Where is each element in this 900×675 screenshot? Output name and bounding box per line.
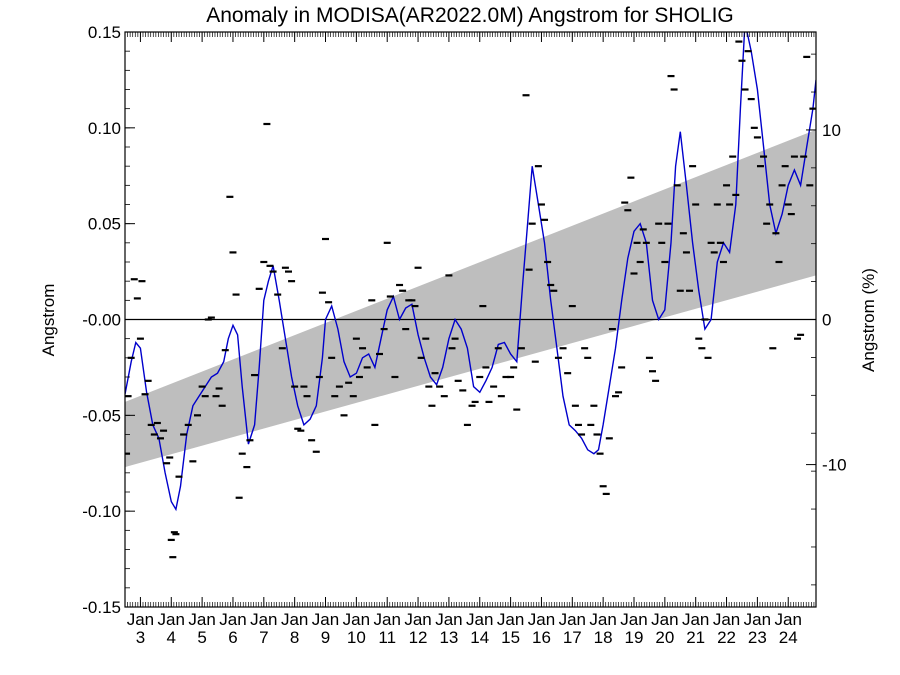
x-tick-label-year: 15 [501, 628, 520, 647]
x-tick-label-month: Jan [744, 610, 771, 629]
x-tick-label-month: Jan [281, 610, 308, 629]
x-tick-label-year: 23 [748, 628, 767, 647]
x-tick-label-month: Jan [435, 610, 462, 629]
x-tick-label-year: 21 [686, 628, 705, 647]
x-tick-label-year: 22 [717, 628, 736, 647]
x-tick-label-year: 7 [259, 628, 268, 647]
x-tick-label-year: 24 [779, 628, 798, 647]
x-tick-label-month: Jan [158, 610, 185, 629]
x-tick-label-month: Jan [343, 610, 370, 629]
y-tick-label: -0.15 [82, 598, 121, 617]
x-tick-label-year: 13 [439, 628, 458, 647]
x-tick-label-year: 18 [594, 628, 613, 647]
x-tick-label-month: Jan [404, 610, 431, 629]
plot-area: 0.15 0.10 0.05 -0.00 -0.05 -0.10 -0.15 10 0 -10 Ja… [82, 23, 847, 647]
anomaly-series-line [125, 32, 816, 512]
x-tick-label-month: Jan [528, 610, 555, 629]
x-tick-label-year: 17 [563, 628, 582, 647]
y-tick-label: 0.10 [88, 119, 121, 138]
y-tick-label: -0.10 [82, 502, 121, 521]
y-axis-label: Angstrom [39, 284, 58, 357]
y2-tick-label: 0 [822, 311, 831, 330]
x-tick-label-month: Jan [589, 610, 616, 629]
x-tick-label-month: Jan [127, 610, 154, 629]
y2-tick-label: -10 [822, 456, 847, 475]
x-tick-label-year: 8 [290, 628, 299, 647]
x-tick-label-month: Jan [651, 610, 678, 629]
x-tick-label-month: Jan [775, 610, 802, 629]
plot-content [125, 32, 816, 559]
y-tick-label: -0.00 [82, 311, 121, 330]
x-tick-label-year: 16 [532, 628, 551, 647]
x-tick-label-month: Jan [312, 610, 339, 629]
x-tick-label-year: 5 [197, 628, 206, 647]
y2-tick-label: 10 [822, 121, 841, 140]
x-tick-label-year: 4 [167, 628, 176, 647]
x-tick-label-month: Jan [559, 610, 586, 629]
x-tick-label-year: 19 [625, 628, 644, 647]
x-tick-label-year: 9 [321, 628, 330, 647]
x-tick-label-year: 14 [470, 628, 489, 647]
x-tick-label-month: Jan [250, 610, 277, 629]
chart-title: Anomaly in MODISA(AR2022.0M) Angstrom fo… [206, 4, 734, 27]
x-tick-label-month: Jan [188, 610, 215, 629]
x-tick-label-month: Jan [219, 610, 246, 629]
x-tick-label-month: Jan [713, 610, 740, 629]
x-tick-label-month: Jan [620, 610, 647, 629]
trend-band [125, 129, 816, 468]
y2-axis-label: Angstrom (%) [859, 268, 878, 372]
x-tick-label-month: Jan [373, 610, 400, 629]
x-tick-label-year: 6 [228, 628, 237, 647]
y-tick-label: 0.15 [88, 23, 121, 42]
x-tick-label-year: 12 [409, 628, 428, 647]
x-tick-label-month: Jan [466, 610, 493, 629]
x-tick-label-year: 11 [378, 628, 396, 647]
x-tick-label-year: 10 [347, 628, 366, 647]
x-tick-label-year: 3 [136, 628, 145, 647]
x-tick-label-month: Jan [682, 610, 709, 629]
x-tick-label-month: Jan [497, 610, 524, 629]
y-tick-label: -0.05 [82, 406, 121, 425]
x-tick-label-year: 20 [655, 628, 674, 647]
y-tick-label: 0.05 [88, 215, 121, 234]
